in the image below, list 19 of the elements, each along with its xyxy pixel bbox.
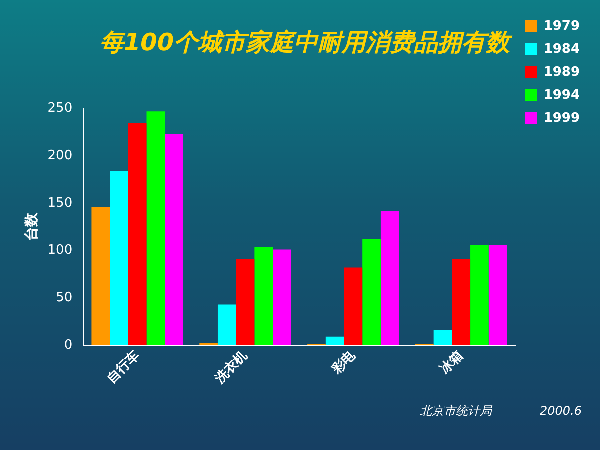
legend-label: 1994 bbox=[544, 88, 580, 103]
text: 北京市统计局 bbox=[420, 404, 493, 418]
y-tick-label: 200 bbox=[48, 148, 73, 164]
x-tick-label: 彩电 bbox=[328, 348, 360, 378]
y-tick-label: 0 bbox=[64, 338, 73, 353]
y-tick-label: 100 bbox=[48, 243, 73, 258]
text: 2000.6 bbox=[540, 404, 582, 418]
x-tick-label: 自行车 bbox=[104, 348, 143, 387]
legend-label: 1999 bbox=[544, 110, 580, 126]
x-tick-label: 洗衣机 bbox=[211, 348, 251, 388]
y-tick-label: 50 bbox=[56, 290, 73, 306]
legend-label: 1984 bbox=[544, 42, 580, 57]
y-axis-title: 台数 bbox=[24, 212, 40, 242]
y-tick-label: 150 bbox=[48, 196, 73, 211]
y-tick-label: 250 bbox=[48, 101, 73, 116]
legend-label: 1989 bbox=[544, 64, 580, 80]
chart-title: 每100个城市家庭中耐用消费品拥有数 bbox=[100, 28, 514, 57]
x-tick-label: 冰箱 bbox=[436, 348, 467, 378]
legend-label: 1979 bbox=[544, 18, 580, 34]
